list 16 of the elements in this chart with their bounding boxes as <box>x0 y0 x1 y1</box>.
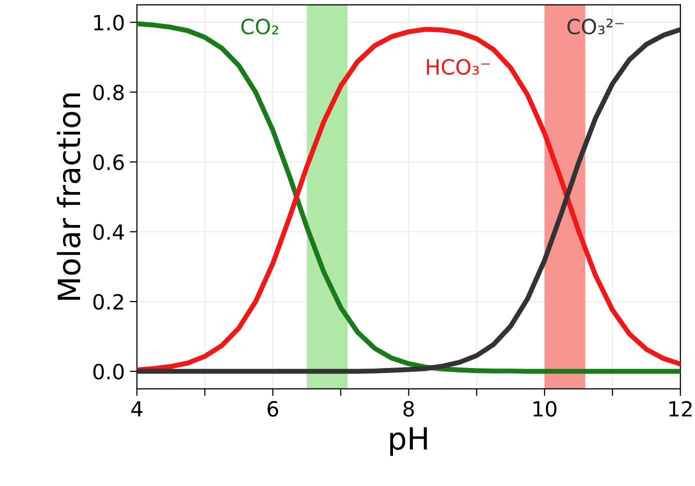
y-tick-label: 0.4 <box>93 224 124 240</box>
y-tick-label: 0.6 <box>93 154 124 170</box>
x-axis-title: pH <box>390 427 427 456</box>
y-axis-title: Molar fraction <box>56 93 80 300</box>
x-tick-label: 12 <box>669 400 692 416</box>
x-tick-label: 8 <box>403 400 414 417</box>
x-tick-label: 4 <box>131 401 142 416</box>
x-tick-label: 6 <box>268 400 278 417</box>
series-label: HCO₃⁻ <box>427 58 490 75</box>
series-label: CO₂ <box>241 18 278 34</box>
series-label: CO₃²⁻ <box>567 18 624 34</box>
y-tick-label: 0.0 <box>93 364 124 380</box>
y-tick-label: 0.8 <box>93 84 124 100</box>
y-tick-label: 1.0 <box>94 14 124 31</box>
y-tick-label: 0.2 <box>93 294 124 310</box>
x-tick-label: 10 <box>534 400 556 417</box>
